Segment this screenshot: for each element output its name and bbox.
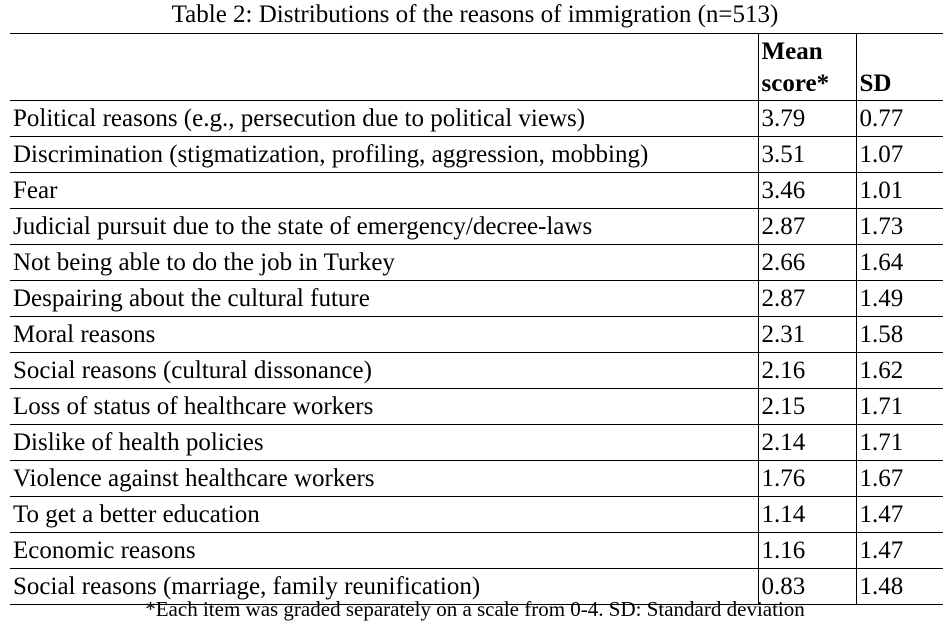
header-mean-score: Mean score*	[757, 33, 856, 101]
cell-reason: Violence against healthcare workers	[10, 460, 758, 497]
reasons-table: Mean score* SD Political reasons (e.g., p…	[10, 33, 943, 605]
table-row: Moral reasons 2.31 1.58	[10, 316, 943, 353]
table-row: Dislike of health policies 2.14 1.71	[10, 424, 943, 461]
cell-mean-score: 1.16	[757, 532, 856, 569]
table-row: Loss of status of healthcare workers 2.15…	[10, 388, 943, 425]
reasons-table-container: Mean score* SD Political reasons (e.g., p…	[10, 33, 943, 605]
cell-mean-score: 2.87	[757, 208, 856, 245]
cell-sd: 1.58	[855, 316, 943, 353]
table-row: To get a better education 1.14 1.47	[10, 496, 943, 533]
table-row: Fear 3.46 1.01	[10, 172, 943, 209]
header-mean-line2: score*	[761, 70, 830, 97]
cell-mean-score: 1.14	[757, 496, 856, 533]
cell-mean-score: 3.79	[757, 100, 856, 137]
cell-sd: 1.71	[855, 388, 943, 425]
cell-mean-score: 2.31	[757, 316, 856, 353]
table-row: Economic reasons 1.16 1.47	[10, 532, 943, 569]
cell-sd: 1.48	[855, 568, 943, 605]
cell-reason: Fear	[10, 172, 758, 209]
cell-sd: 1.47	[855, 532, 943, 569]
cell-sd: 1.47	[855, 496, 943, 533]
table-row: Political reasons (e.g., persecution due…	[10, 100, 943, 137]
cell-mean-score: 1.76	[757, 460, 856, 497]
cell-mean-score: 2.14	[757, 424, 856, 461]
table-row: Violence against healthcare workers 1.76 1…	[10, 460, 943, 497]
cell-reason: Despairing about the cultural future	[10, 280, 758, 317]
cell-reason: To get a better education	[10, 496, 758, 533]
cell-reason: Social reasons (cultural dissonance)	[10, 352, 758, 389]
cell-reason: Economic reasons	[10, 532, 758, 569]
cell-mean-score: 2.87	[757, 280, 856, 317]
cell-mean-score: 2.15	[757, 388, 856, 425]
cell-mean-score: 3.51	[757, 136, 856, 173]
table-row: Social reasons (marriage, family reunifi…	[10, 568, 943, 605]
cell-reason: Not being able to do the job in Turkey	[10, 244, 758, 281]
header-sd: SD	[855, 33, 943, 101]
header-reason	[10, 33, 758, 101]
cell-sd: 1.62	[855, 352, 943, 389]
table-body: Political reasons (e.g., persecution due…	[10, 100, 943, 605]
cell-mean-score: 2.16	[757, 352, 856, 389]
table-row: Despairing about the cultural future 2.87…	[10, 280, 943, 317]
table-header: Mean score* SD	[10, 33, 943, 101]
cell-mean-score: 2.66	[757, 244, 856, 281]
cell-reason: Discrimination (stigmatization, profilin…	[10, 136, 758, 173]
table-row: Social reasons (cultural dissonance) 2.16…	[10, 352, 943, 389]
cell-sd: 1.64	[855, 244, 943, 281]
table-row: Discrimination (stigmatization, profilin…	[10, 136, 943, 173]
table-row: Judicial pursuit due to the state of eme…	[10, 208, 943, 245]
cell-mean-score: 3.46	[757, 172, 856, 209]
cell-reason: Loss of status of healthcare workers	[10, 388, 758, 425]
cell-reason: Moral reasons	[10, 316, 758, 353]
cell-sd: 1.71	[855, 424, 943, 461]
cell-reason: Social reasons (marriage, family reunifi…	[10, 568, 758, 605]
table-row: Not being able to do the job in Turkey 2.…	[10, 244, 943, 281]
cell-reason: Dislike of health policies	[10, 424, 758, 461]
cell-reason: Judicial pursuit due to the state of eme…	[10, 208, 758, 245]
cell-sd: 1.07	[855, 136, 943, 173]
header-mean-line1: Mean	[761, 38, 823, 65]
table-footnote: *Each item was graded separately on a sc…	[145, 597, 805, 621]
header-row: Mean score* SD	[10, 33, 943, 101]
cell-reason: Political reasons (e.g., persecution due…	[10, 100, 758, 137]
cell-sd: 1.67	[855, 460, 943, 497]
cell-mean-score: 0.83	[757, 568, 856, 605]
cell-sd: 0.77	[855, 100, 943, 137]
cell-sd: 1.73	[855, 208, 943, 245]
table-caption: Table 2: Distributions of the reasons of…	[171, 1, 779, 28]
cell-sd: 1.49	[855, 280, 943, 317]
cell-sd: 1.01	[855, 172, 943, 209]
